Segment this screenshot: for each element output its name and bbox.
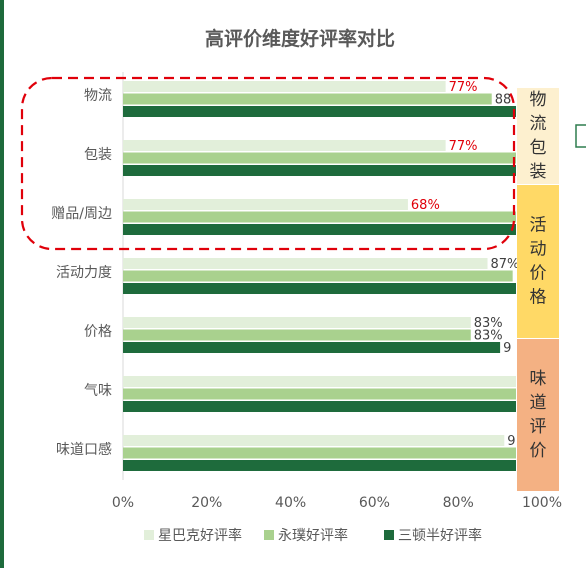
bar bbox=[123, 329, 471, 341]
bar bbox=[123, 106, 516, 117]
x-tick-label: 60% bbox=[359, 495, 390, 511]
bar bbox=[123, 283, 516, 294]
bar bbox=[123, 401, 516, 412]
bar bbox=[123, 199, 408, 210]
side-group-char: 味 bbox=[530, 369, 547, 389]
bar bbox=[123, 460, 516, 471]
bar bbox=[123, 165, 516, 176]
highlight-box bbox=[20, 76, 516, 251]
side-group-char: 装 bbox=[530, 162, 547, 182]
legend-swatch bbox=[384, 530, 394, 540]
side-group-char: 价 bbox=[530, 264, 547, 284]
edge-mark bbox=[575, 124, 586, 148]
data-label: 68% bbox=[411, 198, 440, 213]
bar bbox=[123, 376, 516, 387]
category-label: 活动力度 bbox=[56, 265, 112, 281]
legend-swatch bbox=[144, 530, 154, 540]
bar bbox=[123, 93, 492, 105]
side-group-char: 活 bbox=[530, 216, 547, 236]
data-label: 87% bbox=[491, 257, 520, 272]
bar bbox=[123, 224, 516, 235]
side-group-box bbox=[517, 185, 559, 338]
x-tick-label: 0% bbox=[112, 495, 134, 511]
data-label: 83% bbox=[474, 329, 503, 344]
chart-title: 高评价维度好评率对比 bbox=[204, 28, 395, 50]
side-group-char: 物 bbox=[530, 90, 547, 110]
side-group-char: 评 bbox=[530, 417, 547, 437]
side-group-char: 包 bbox=[530, 138, 547, 158]
legend-label: 星巴克好评率 bbox=[158, 527, 242, 544]
category-label: 味道口感 bbox=[56, 441, 112, 458]
legend-label: 三顿半好评率 bbox=[398, 527, 482, 544]
category-label: 气味 bbox=[84, 383, 112, 399]
category-label: 包装 bbox=[84, 147, 112, 163]
category-label: 赠品/周边 bbox=[51, 206, 112, 222]
category-label: 物流 bbox=[84, 88, 112, 104]
side-group-box bbox=[517, 88, 559, 184]
bar bbox=[123, 317, 471, 328]
data-label: 77% bbox=[449, 139, 478, 154]
side-group-char: 道 bbox=[530, 393, 547, 413]
x-tick-label: 100% bbox=[522, 495, 562, 511]
bar bbox=[123, 447, 516, 459]
x-tick-label: 20% bbox=[191, 495, 222, 511]
category-label: 价格 bbox=[84, 324, 112, 340]
bar bbox=[123, 270, 513, 282]
bar bbox=[123, 342, 501, 353]
bar bbox=[123, 258, 488, 269]
data-label: 77% bbox=[449, 80, 478, 95]
bar bbox=[123, 435, 505, 446]
bar bbox=[123, 211, 516, 223]
bar bbox=[123, 388, 516, 400]
x-tick-label: 80% bbox=[443, 495, 474, 511]
legend-label: 永璞好评率 bbox=[278, 527, 348, 544]
data-label: 9 bbox=[507, 434, 515, 449]
legend-swatch bbox=[264, 530, 274, 540]
side-group-char: 格 bbox=[530, 288, 547, 308]
left-accent-bar bbox=[0, 0, 4, 568]
bar bbox=[123, 140, 446, 151]
side-group-box bbox=[517, 339, 559, 491]
data-label: 88 bbox=[495, 93, 512, 108]
data-label: 9 bbox=[503, 341, 511, 356]
side-group-char: 流 bbox=[530, 114, 547, 134]
data-label: 83% bbox=[474, 316, 503, 331]
x-tick-label: 40% bbox=[275, 495, 306, 511]
bar bbox=[123, 152, 516, 164]
bar bbox=[123, 81, 446, 92]
side-group-char: 价 bbox=[530, 441, 547, 461]
side-group-char: 动 bbox=[530, 240, 547, 260]
